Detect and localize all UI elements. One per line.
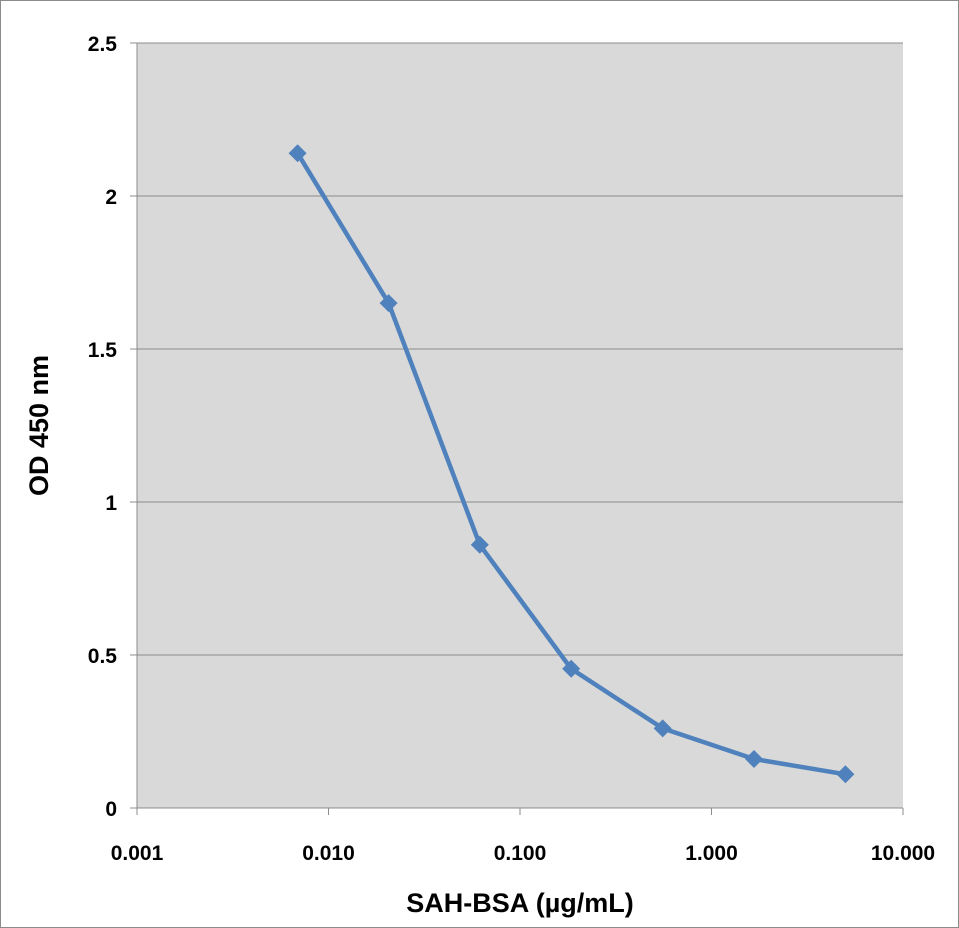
gridlines: [137, 42, 903, 656]
series-group: [288, 144, 855, 784]
data-point-marker: [562, 659, 581, 678]
y-axis-title: OD 450 nm: [24, 355, 54, 496]
x-tick-label: 0.001: [111, 842, 164, 865]
data-point-marker: [745, 750, 763, 768]
tick-labels: 0 0.5 1 1.5 2 2.5 0.001 0.010 0.100 1.000 10.000: [88, 33, 935, 865]
axes: [130, 42, 904, 815]
y-tick-label: 1: [105, 492, 117, 515]
x-tick-label: 10.000: [871, 842, 935, 865]
y-tick-label: 2: [105, 186, 117, 209]
x-tick-label: 1.000: [685, 842, 738, 865]
data-point-marker: [653, 719, 672, 738]
data-point-marker: [379, 294, 398, 313]
x-tick-label: 0.010: [302, 842, 355, 865]
y-tick-label: 0: [105, 798, 117, 821]
y-tick-label: 1.5: [88, 339, 118, 362]
data-point-marker: [288, 144, 307, 163]
x-axis-title: SAH-BSA (µg/mL): [406, 888, 634, 918]
plot-area: [137, 43, 903, 808]
y-tick-label: 0.5: [88, 645, 118, 668]
data-point-marker: [470, 535, 489, 554]
y-tick-label: 2.5: [88, 33, 118, 56]
data-point-marker: [836, 765, 855, 784]
x-tick-label: 0.100: [494, 842, 547, 865]
